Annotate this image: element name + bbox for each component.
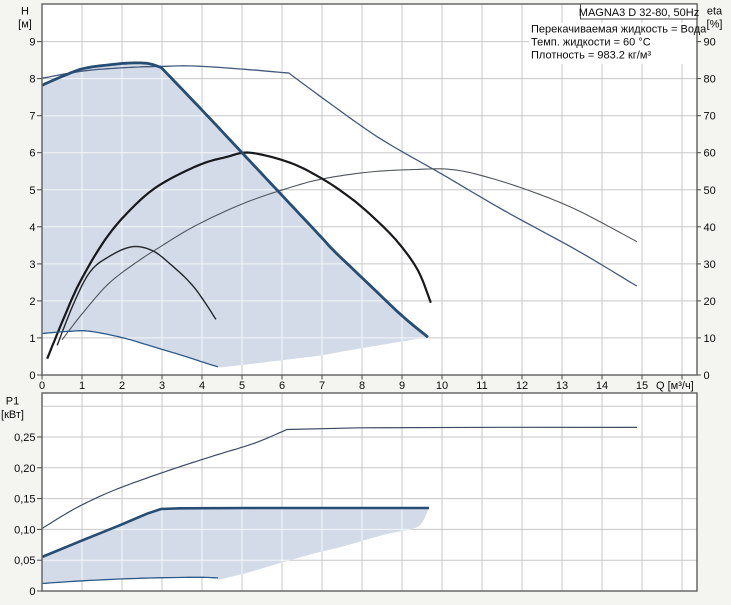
svg-text:H: H xyxy=(21,6,29,18)
svg-text:eta: eta xyxy=(707,6,723,18)
svg-text:0,20: 0,20 xyxy=(14,463,35,475)
svg-text:Темп. жидкости = 60 °C: Темп. жидкости = 60 °C xyxy=(531,37,651,49)
svg-text:0: 0 xyxy=(704,370,710,382)
svg-text:12: 12 xyxy=(516,380,528,392)
svg-text:9: 9 xyxy=(399,380,405,392)
svg-text:1: 1 xyxy=(79,380,85,392)
svg-text:14: 14 xyxy=(596,380,608,392)
svg-text:5: 5 xyxy=(239,380,245,392)
svg-text:30: 30 xyxy=(704,259,716,271)
svg-text:Плотность = 983.2 кг/м³: Плотность = 983.2 кг/м³ xyxy=(531,49,651,61)
svg-text:[%]: [%] xyxy=(707,19,723,31)
svg-text:P1: P1 xyxy=(6,396,19,408)
svg-text:15: 15 xyxy=(636,380,648,392)
svg-text:4: 4 xyxy=(199,380,205,392)
svg-text:90: 90 xyxy=(704,37,716,49)
svg-text:3: 3 xyxy=(159,380,165,392)
svg-text:0: 0 xyxy=(29,370,35,382)
svg-text:5: 5 xyxy=(29,185,35,197)
svg-text:50: 50 xyxy=(704,185,716,197)
svg-text:0,15: 0,15 xyxy=(14,494,35,506)
svg-text:3: 3 xyxy=(29,259,35,271)
svg-text:10: 10 xyxy=(704,333,716,345)
svg-text:60: 60 xyxy=(704,148,716,160)
svg-text:0: 0 xyxy=(29,586,35,598)
svg-text:7: 7 xyxy=(29,111,35,123)
svg-text:Q [м³/ч]: Q [м³/ч] xyxy=(656,380,694,392)
svg-text:10: 10 xyxy=(436,380,448,392)
svg-text:7: 7 xyxy=(319,380,325,392)
svg-text:[кВт]: [кВт] xyxy=(1,409,24,421)
svg-text:4: 4 xyxy=(29,222,35,234)
svg-text:9: 9 xyxy=(29,37,35,49)
svg-text:6: 6 xyxy=(279,380,285,392)
svg-text:1: 1 xyxy=(29,333,35,345)
svg-text:13: 13 xyxy=(556,380,568,392)
svg-text:MAGNA3 D 32-80, 50Hz: MAGNA3 D 32-80, 50Hz xyxy=(579,7,699,19)
svg-text:6: 6 xyxy=(29,148,35,160)
svg-text:40: 40 xyxy=(704,222,716,234)
svg-text:2: 2 xyxy=(29,296,35,308)
svg-text:0,05: 0,05 xyxy=(14,555,35,567)
svg-text:8: 8 xyxy=(359,380,365,392)
svg-text:8: 8 xyxy=(29,74,35,86)
svg-text:11: 11 xyxy=(476,380,487,392)
svg-text:0: 0 xyxy=(39,380,45,392)
svg-text:20: 20 xyxy=(704,296,716,308)
svg-text:Перекачиваемая жидкость = Вода: Перекачиваемая жидкость = Вода xyxy=(531,24,707,36)
svg-text:2: 2 xyxy=(119,380,125,392)
svg-text:0,10: 0,10 xyxy=(14,524,35,536)
svg-text:[м]: [м] xyxy=(18,19,32,31)
svg-text:70: 70 xyxy=(704,111,716,123)
svg-text:80: 80 xyxy=(704,74,716,86)
svg-text:0,25: 0,25 xyxy=(14,432,35,444)
